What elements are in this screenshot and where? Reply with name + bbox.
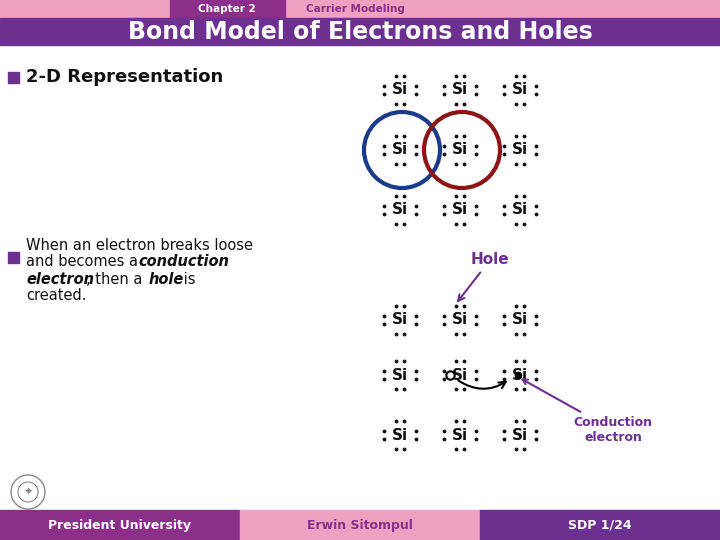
Text: Si: Si [392, 368, 408, 382]
Text: hole: hole [149, 272, 184, 287]
Text: Si: Si [452, 368, 468, 382]
Bar [0, 510, 240, 540]
Bar [0, 45, 720, 510]
Text: Chapter 2: Chapter 2 [198, 4, 256, 14]
Text: Si: Si [512, 143, 528, 158]
Text: Conduction
electron: Conduction electron [523, 380, 652, 444]
Bar [8, 252, 19, 263]
FancyArrowPatch shape [459, 381, 505, 389]
Text: Si: Si [452, 143, 468, 158]
Text: Si: Si [392, 313, 408, 327]
Text: , then a: , then a [86, 272, 147, 287]
Text: Si: Si [392, 143, 408, 158]
Text: Si: Si [512, 368, 528, 382]
Text: and becomes a: and becomes a [26, 254, 143, 269]
Text: Erwin Sitompul: Erwin Sitompul [307, 518, 413, 531]
Text: Si: Si [512, 313, 528, 327]
Text: created.: created. [26, 288, 86, 303]
Bar [8, 72, 19, 83]
Text: Bond Model of Electrons and Holes: Bond Model of Electrons and Holes [127, 20, 593, 44]
Text: Si: Si [392, 83, 408, 98]
Text: President University: President University [48, 518, 192, 531]
Bar [480, 510, 720, 540]
Text: is: is [179, 272, 196, 287]
Bar [0, 0, 720, 18]
Text: Si: Si [392, 428, 408, 442]
Text: Si: Si [452, 428, 468, 442]
Text: Carrier Modeling: Carrier Modeling [305, 4, 405, 14]
Text: Hole: Hole [458, 253, 509, 301]
Text: Si: Si [452, 313, 468, 327]
Bar [170, 0, 285, 18]
Text: Si: Si [452, 83, 468, 98]
Text: Si: Si [452, 202, 468, 218]
Text: Si: Si [512, 202, 528, 218]
Text: conduction: conduction [138, 254, 229, 269]
Bar [240, 510, 480, 540]
Text: SDP 1/24: SDP 1/24 [568, 518, 632, 531]
Text: Si: Si [512, 83, 528, 98]
Text: ✦: ✦ [23, 487, 32, 497]
Text: When an electron breaks loose: When an electron breaks loose [26, 238, 253, 253]
Text: Si: Si [512, 428, 528, 442]
Text: electron: electron [26, 272, 94, 287]
Bar [0, 18, 720, 45]
Text: Si: Si [392, 202, 408, 218]
Text: 2-D Representation: 2-D Representation [26, 68, 223, 86]
